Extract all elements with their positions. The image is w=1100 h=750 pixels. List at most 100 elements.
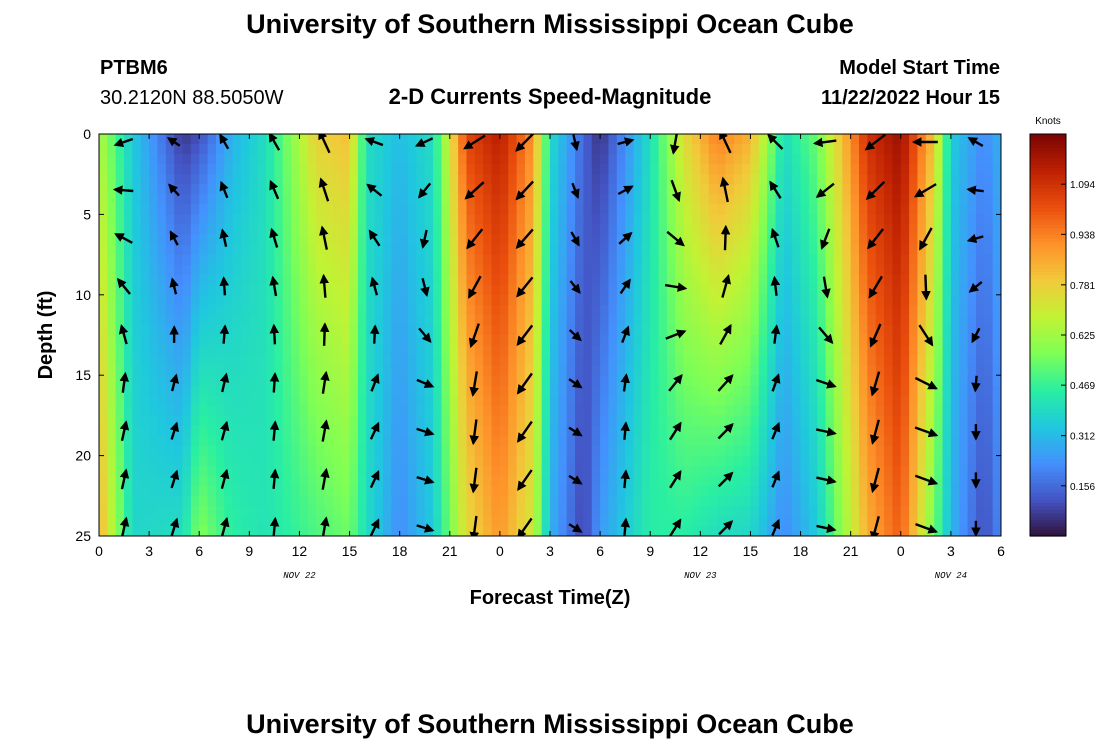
heatmap-cell (307, 495, 317, 507)
heatmap-cell (808, 294, 818, 306)
heatmap-cell (641, 335, 651, 346)
heatmap-cell (458, 355, 468, 366)
heatmap-cell (399, 274, 409, 286)
heatmap-cell (725, 345, 735, 356)
heatmap-cell (666, 515, 676, 527)
heatmap-cell (207, 435, 217, 447)
heatmap-cell (132, 475, 142, 487)
current-arrow (269, 275, 279, 297)
heatmap-cell (508, 375, 518, 386)
heatmap-cell (566, 465, 576, 477)
heatmap-cell (550, 214, 559, 226)
heatmap-cell (182, 445, 192, 457)
heatmap-cell (850, 465, 860, 477)
heatmap-cell (975, 445, 985, 457)
heatmap-cell (984, 475, 994, 487)
heatmap-cell (483, 355, 493, 366)
heatmap-cell (909, 505, 919, 517)
heatmap-cell (783, 194, 793, 205)
heatmap-cell (140, 445, 150, 457)
heatmap-cell (499, 294, 509, 306)
heatmap-cell (307, 385, 317, 396)
heatmap-cell (758, 465, 768, 477)
heatmap-cell (658, 485, 668, 497)
heatmap-cell (374, 294, 384, 306)
heatmap-cell (508, 415, 518, 427)
heatmap-cell (132, 304, 142, 316)
heatmap-cell (140, 495, 150, 507)
heatmap-cell (691, 525, 701, 536)
heatmap-cell (708, 134, 718, 145)
heatmap-cell (474, 345, 484, 356)
heatmap-cell (742, 465, 752, 477)
heatmap-cell (691, 485, 701, 497)
colorbar-segment (1030, 402, 1066, 406)
heatmap-cell (708, 204, 718, 215)
heatmap-cell (566, 505, 576, 517)
heatmap-cell (282, 294, 292, 306)
heatmap-cell (99, 505, 108, 517)
heatmap-cell (575, 365, 585, 376)
heatmap-cell (382, 224, 392, 236)
heatmap-cell (533, 224, 543, 236)
heatmap-cell (349, 485, 359, 497)
heatmap-cell (925, 395, 935, 406)
colorbar-segment (1030, 495, 1066, 500)
colorbar-segment (1030, 271, 1066, 276)
heatmap-cell (783, 405, 793, 416)
heatmap-cell (975, 204, 985, 215)
heatmap-cell (900, 284, 910, 296)
heatmap-cell (307, 204, 317, 215)
current-arrow (416, 523, 435, 533)
heatmap-cell (675, 264, 685, 276)
heatmap-cell (641, 495, 651, 507)
heatmap-cell (491, 214, 501, 226)
heatmap-cell (524, 365, 534, 376)
heatmap-cell (441, 174, 451, 185)
heatmap-cell (934, 154, 944, 165)
heatmap-cell (783, 154, 793, 165)
heatmap-cell (817, 144, 827, 155)
heatmap-cell (758, 174, 768, 185)
heatmap-cell (99, 324, 108, 336)
heatmap-cell (215, 304, 225, 316)
heatmap-cell (600, 515, 610, 527)
heatmap-cell (558, 284, 568, 296)
x-tick-label: 12 (693, 543, 709, 559)
heatmap-cell (666, 234, 676, 246)
heatmap-cell (316, 144, 326, 155)
heatmap-cell (859, 375, 868, 386)
heatmap-cell (942, 164, 952, 175)
heatmap-cell (700, 345, 710, 356)
heatmap-cell (382, 294, 392, 306)
heatmap-cell (658, 435, 668, 447)
heatmap-cell (575, 485, 585, 497)
heatmap-cell (608, 304, 618, 316)
heatmap-cell (483, 184, 493, 195)
heatmap-cell (775, 304, 785, 316)
current-arrow (619, 278, 631, 295)
colorbar-segment (1030, 261, 1066, 266)
heatmap-cell (683, 355, 693, 366)
heatmap-cell (566, 264, 576, 276)
colorbar-segment (1030, 335, 1066, 339)
heatmap-cell (491, 304, 501, 316)
heatmap-cell (808, 244, 818, 256)
heatmap-cell (107, 254, 117, 266)
heatmap-cell (107, 304, 117, 316)
heatmap-cell (959, 395, 969, 406)
heatmap-cell (357, 465, 367, 477)
heatmap-cell (817, 294, 827, 306)
heatmap-cell (884, 184, 894, 195)
heatmap-cell (140, 324, 150, 336)
heatmap-cell (867, 465, 877, 477)
heatmap-cell (182, 355, 192, 366)
heatmap-cell (633, 395, 643, 406)
heatmap-cell (566, 214, 576, 226)
heatmap-cell (232, 184, 242, 195)
heatmap-cell (107, 194, 117, 205)
heatmap-cell (449, 475, 459, 487)
heatmap-cell (575, 164, 585, 175)
x-tick-label: 6 (195, 543, 203, 559)
heatmap-cell (767, 194, 777, 205)
